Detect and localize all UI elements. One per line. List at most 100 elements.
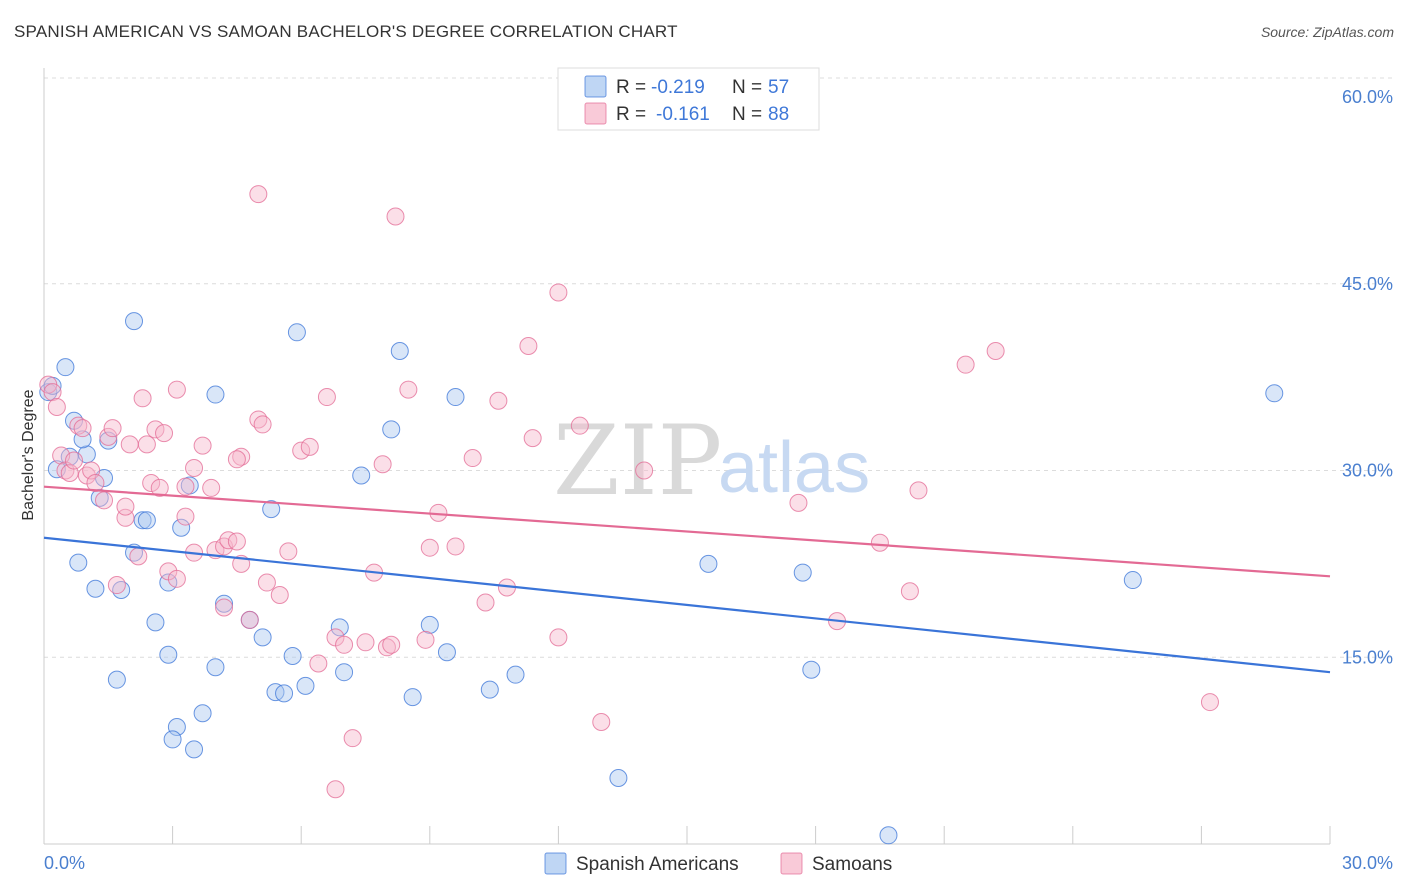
point-samoans	[185, 459, 204, 478]
point-samoans	[120, 435, 139, 454]
legend-swatch-samoans	[780, 852, 803, 875]
point-spanish-americans	[253, 628, 272, 647]
point-samoans	[309, 654, 328, 673]
point-spanish-americans	[137, 511, 156, 530]
point-samoans	[107, 576, 126, 595]
point-spanish-americans	[185, 740, 204, 759]
point-spanish-americans	[1123, 571, 1142, 590]
point-spanish-americans	[86, 579, 105, 598]
point-samoans	[167, 380, 186, 399]
point-samoans	[317, 388, 336, 407]
point-samoans	[300, 437, 319, 456]
point-samoans	[270, 586, 289, 604]
point-samoans	[202, 478, 221, 497]
point-spanish-americans	[403, 688, 422, 707]
point-samoans	[382, 635, 401, 654]
legend-n-value: 57	[768, 77, 789, 98]
point-spanish-americans	[206, 658, 225, 677]
point-spanish-americans	[172, 518, 191, 537]
point-samoans	[519, 337, 538, 355]
point-samoans	[909, 481, 928, 500]
point-samoans	[227, 450, 246, 469]
point-spanish-americans	[793, 563, 812, 582]
point-samoans	[335, 635, 354, 654]
point-samoans	[95, 491, 114, 510]
y-tick-label: 30.0%	[1342, 461, 1393, 481]
point-samoans	[129, 547, 148, 566]
point-spanish-americans	[420, 615, 439, 634]
point-spanish-americans	[437, 643, 456, 662]
point-samoans	[215, 598, 234, 617]
point-samoans	[193, 436, 212, 455]
legend-swatch-samoans	[584, 102, 607, 125]
point-spanish-americans	[1265, 384, 1284, 403]
legend-swatch-spanish-americans	[584, 75, 607, 98]
point-samoans	[257, 573, 276, 592]
point-samoans	[1200, 693, 1219, 712]
point-samoans	[570, 416, 589, 435]
point-samoans	[956, 355, 975, 374]
legend-n-value: 88	[768, 104, 789, 125]
point-samoans	[133, 389, 152, 408]
legend-r-value: -0.161	[656, 104, 710, 125]
point-samoans	[373, 455, 392, 474]
axes	[43, 68, 1331, 845]
point-samoans	[900, 582, 919, 601]
point-samoans	[446, 537, 465, 556]
x-tick-label: 30.0%	[1342, 853, 1393, 873]
point-samoans	[176, 507, 195, 526]
point-spanish-americans	[107, 670, 126, 689]
point-samoans	[249, 185, 268, 204]
point-samoans	[103, 419, 122, 438]
point-spanish-americans	[382, 420, 401, 439]
point-samoans	[146, 420, 165, 439]
point-samoans	[870, 533, 889, 552]
chart-title: SPANISH AMERICAN VS SAMOAN BACHELOR'S DE…	[14, 22, 678, 41]
point-spanish-americans	[146, 613, 165, 632]
y-tick-label: 45.0%	[1342, 274, 1393, 294]
point-spanish-americans	[262, 500, 281, 519]
point-samoans	[463, 449, 482, 468]
point-samoans	[142, 473, 161, 492]
legend-r-value: -0.219	[651, 77, 705, 98]
point-samoans	[476, 593, 495, 612]
point-spanish-americans	[330, 618, 349, 637]
y-tick-label: 15.0%	[1342, 647, 1393, 667]
point-samoans	[789, 493, 808, 512]
series-samoans	[39, 185, 1219, 799]
point-samoans	[489, 391, 508, 410]
point-spanish-americans	[480, 680, 499, 699]
y-tick-labels: 15.0% 30.0% 45.0% 60.0%	[1342, 87, 1393, 667]
legend-label-samoans: Samoans	[812, 854, 892, 875]
point-samoans	[986, 341, 1005, 360]
legend-swatch-spanish-americans	[544, 852, 567, 875]
point-samoans	[73, 419, 92, 438]
point-spanish-americans	[802, 660, 821, 679]
point-samoans	[416, 630, 435, 649]
point-spanish-americans	[879, 826, 898, 845]
trend-line-spanish-americans	[43, 536, 1331, 674]
point-samoans	[227, 532, 246, 551]
point-samoans	[86, 473, 105, 492]
point-samoans	[137, 435, 156, 454]
point-spanish-americans	[390, 341, 409, 360]
legend-r-label: R =	[616, 104, 646, 125]
y-axis-label: Bachelor's Degree	[20, 389, 37, 520]
point-samoans	[176, 477, 195, 496]
legend-r-label: R =	[616, 77, 646, 98]
point-spanish-americans	[275, 684, 294, 703]
point-spanish-americans	[215, 594, 234, 613]
point-spanish-americans	[125, 312, 144, 331]
series-legend: Spanish Americans Samoans	[544, 852, 892, 875]
point-spanish-americans	[335, 663, 354, 682]
series-spanish-americans	[39, 312, 1284, 845]
point-samoans	[155, 424, 174, 443]
point-samoans	[343, 729, 362, 748]
watermark-atlas: atlas	[718, 428, 870, 508]
source-credit: Source: ZipAtlas.com	[1260, 24, 1394, 40]
point-samoans	[635, 461, 654, 480]
point-samoans	[292, 441, 311, 460]
point-spanish-americans	[56, 358, 75, 377]
x-tick-label: 0.0%	[44, 853, 85, 873]
